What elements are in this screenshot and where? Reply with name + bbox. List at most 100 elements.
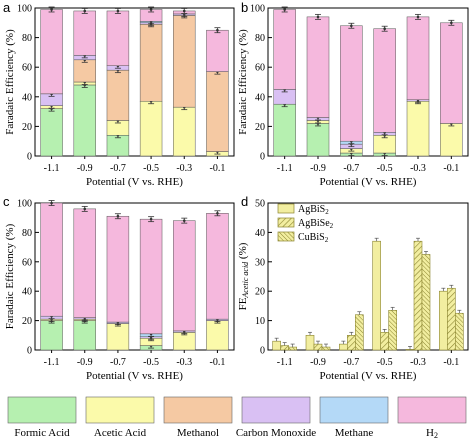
b-xtick-label: -0.7 bbox=[343, 163, 359, 174]
b-errorbar-point bbox=[383, 27, 386, 31]
b-errorbar-point bbox=[450, 21, 453, 25]
b-xtick-label: -0.9 bbox=[310, 163, 326, 174]
b-ylabel: Faradaic Efficiency (%) bbox=[237, 29, 249, 135]
panel-b-label: b bbox=[241, 0, 248, 15]
d-plot-frame bbox=[267, 202, 469, 351]
d-bar-hatch bbox=[447, 287, 456, 351]
legend-swatch-acetic bbox=[85, 396, 155, 424]
a-plot-frame bbox=[34, 7, 235, 157]
a-xtick-label: -0.5 bbox=[143, 163, 159, 174]
d-legend-label: CuBiS2 bbox=[298, 232, 329, 244]
c-ytick-label: 60 bbox=[22, 257, 32, 268]
d-bar-solid bbox=[439, 290, 448, 351]
c-bar-h2 bbox=[139, 218, 163, 335]
panel-c-label: c bbox=[3, 194, 10, 209]
d-bar-hatch bbox=[347, 334, 356, 351]
a-xtick-label: -0.3 bbox=[176, 163, 192, 174]
a-bar-h2 bbox=[206, 29, 229, 72]
legend-label-formic: Formic Acid bbox=[14, 427, 70, 439]
b-ytick-label: 100 bbox=[250, 4, 265, 15]
d-bar-hatch bbox=[380, 332, 389, 351]
b-xtick-label: -0.1 bbox=[443, 163, 459, 174]
d-bar-dense bbox=[455, 312, 464, 351]
a-bar-methanol bbox=[139, 24, 163, 102]
d-bar-hatch bbox=[313, 343, 323, 351]
a-bar-methanol bbox=[73, 59, 96, 83]
c-bar-h2 bbox=[73, 208, 96, 318]
c-errorbar-point bbox=[149, 217, 153, 221]
c-xtick-label: -0.1 bbox=[209, 357, 225, 368]
d-bar-hatch bbox=[413, 240, 423, 351]
d-bar-dense bbox=[421, 254, 431, 351]
panel-a-label: a bbox=[3, 0, 11, 15]
b-bar-h2 bbox=[340, 25, 363, 142]
c-xtick-label: -0.7 bbox=[110, 357, 126, 368]
a-ytick-label: 100 bbox=[17, 4, 32, 15]
a-xlabel: Potential (V vs. RHE) bbox=[86, 176, 183, 188]
c-bar-h2 bbox=[106, 215, 130, 323]
d-legend-swatch bbox=[277, 217, 295, 228]
a-errorbar-point bbox=[182, 9, 186, 13]
c-xtick-label: -0.3 bbox=[176, 357, 192, 368]
a-bar-methanol bbox=[173, 15, 196, 108]
c-bar-h2 bbox=[206, 213, 229, 320]
d-bar-dense bbox=[288, 346, 297, 351]
d-bar-dense bbox=[388, 310, 397, 351]
c-xlabel: Potential (V vs. RHE) bbox=[86, 370, 183, 382]
a-bar-formic bbox=[40, 108, 63, 157]
b-xlabel: Potential (V vs. RHE) bbox=[320, 176, 417, 188]
a-bar-h2 bbox=[73, 10, 96, 56]
d-bar-solid bbox=[405, 349, 415, 351]
a-bar-acetic bbox=[173, 106, 196, 157]
a-xtick-label: -0.7 bbox=[110, 163, 126, 174]
legend-label-h2: H2 bbox=[426, 427, 438, 440]
panel-d-chart: 0 10 20 30 40 50 -1.1 -0.9 -0.7 -0.5 -0.3 -0.1 Poten… bbox=[237, 199, 469, 382]
b-ytick-label: 60 bbox=[255, 63, 265, 74]
b-bar-h2 bbox=[406, 16, 430, 101]
d-xtick-label: -0.1 bbox=[443, 357, 459, 368]
d-legend-swatch bbox=[277, 231, 295, 242]
a-bar-acetic bbox=[139, 100, 163, 157]
b-errorbar-point bbox=[416, 15, 420, 19]
c-ytick-label: 20 bbox=[22, 316, 32, 327]
d-bar-dense bbox=[321, 346, 331, 351]
c-errorbar-point bbox=[116, 214, 120, 218]
c-ytick-label: 100 bbox=[17, 199, 32, 210]
a-ylabel: Faradaic Efficiency (%) bbox=[4, 29, 16, 135]
a-bar-h2 bbox=[106, 10, 130, 66]
a-errorbar-point bbox=[50, 8, 53, 11]
d-xtick-label: -0.9 bbox=[310, 357, 326, 368]
panel-c-chart: 0 20 40 60 80 100 -1.1 -0.9 -0.7 -0.5 -0.3 -0.1 Pote… bbox=[4, 199, 235, 382]
c-bar-formic bbox=[73, 320, 96, 351]
d-xtick-label: -0.5 bbox=[377, 357, 393, 368]
d-ytick-label: 40 bbox=[255, 228, 265, 239]
a-bar-methanol bbox=[206, 71, 229, 152]
c-xtick-label: -1.1 bbox=[44, 357, 60, 368]
panel-b-chart: 0 20 40 60 80 100 -1.1 -0.9 -0.7 -0.5 -0.3 -0.1 Pote… bbox=[237, 4, 469, 188]
a-bar-methanol bbox=[106, 69, 130, 121]
c-errorbar-point bbox=[216, 211, 219, 215]
c-bar-formic bbox=[40, 320, 63, 351]
c-errorbar-point bbox=[83, 207, 87, 211]
a-ytick-label: 40 bbox=[22, 92, 32, 103]
b-plot-frame bbox=[267, 7, 469, 157]
d-bar-hatch bbox=[280, 345, 289, 351]
a-xtick-label: -1.1 bbox=[44, 163, 60, 174]
b-ytick-label: 40 bbox=[255, 92, 265, 103]
b-errorbar-point bbox=[350, 24, 353, 28]
d-bar-solid bbox=[272, 340, 281, 351]
d-bar-solid bbox=[372, 240, 381, 351]
d-xtick-label: -0.3 bbox=[410, 357, 426, 368]
legend-swatch-h2 bbox=[397, 396, 467, 424]
d-xtick-label: -0.7 bbox=[343, 357, 359, 368]
d-bar-solid bbox=[339, 343, 348, 351]
a-errorbar-point bbox=[83, 9, 87, 13]
legend-swatch-formic bbox=[7, 396, 77, 424]
d-legend-label: AgBiS2 bbox=[298, 204, 329, 216]
a-ytick-label: 0 bbox=[27, 152, 32, 163]
c-ytick-label: 40 bbox=[22, 287, 32, 298]
a-xtick-label: -0.1 bbox=[209, 163, 225, 174]
b-xtick-label: -0.3 bbox=[410, 163, 426, 174]
b-errorbar-point bbox=[283, 8, 286, 11]
